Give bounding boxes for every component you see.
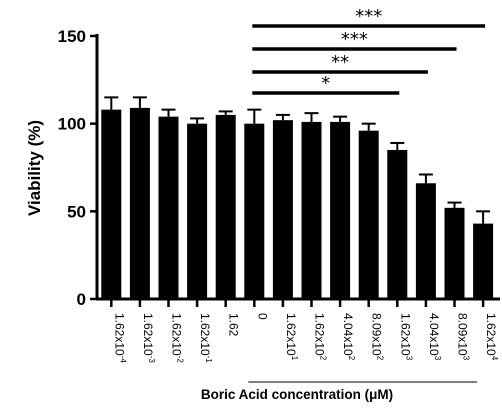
bar [158,116,179,299]
bar [301,121,322,299]
bar [330,121,351,299]
bar [272,120,293,299]
x-tick-label: 1.62x10-1 [198,313,213,363]
x-tick-label: 1.62x101 [284,313,299,361]
bar [101,109,122,299]
y-ticks-layer: 0 50 100 150 [58,27,97,309]
x-tick-label: 1.62x103 [398,313,413,361]
y-tick-label: 50 [67,202,86,221]
y-tick-label: 100 [58,115,86,134]
y-tick-label: 150 [58,27,86,46]
x-tick-label: 8.09x102 [370,313,385,361]
bar [473,223,494,299]
x-tick-label: 1.62x102 [313,313,328,361]
y-tick-label: 0 [77,290,86,309]
axes-layer [95,34,500,301]
significance-stars: * [321,73,330,94]
x-tick-label: 1.62x10-2 [170,313,185,363]
bar [415,183,436,299]
bar [387,149,408,299]
bars-layer [101,96,494,300]
significance-layer: ********* [252,6,486,95]
x-tick-label: 1.62x104 [484,313,499,361]
bar [129,107,150,300]
y-axis-label: Viability (%) [25,120,44,216]
x-tick-label: 1.62x10-4 [112,313,127,363]
x-tick-label: 4.04x102 [341,313,356,361]
bar [444,207,465,299]
x-ticks-layer: 1.62x10-4 1.62x10-3 1.62x10-2 1.62x10-1 1.62… [110,299,499,363]
x-tick-label: 8.09x103 [456,313,471,361]
bar [244,123,265,300]
bar [215,114,236,300]
significance-stars: ** [331,52,349,73]
significance-stars: *** [341,29,368,50]
significance-stars: *** [355,6,382,27]
x-axis-label: Boric Acid concentration (μM) [201,387,393,402]
bar [187,123,208,300]
x-tick-label: 1.62 [227,313,241,337]
x-tick-label: 4.04x103 [427,313,442,361]
bar [358,130,379,299]
x-tick-label: 1.62x10-3 [141,313,156,363]
x-tick-label: 0 [255,313,269,320]
